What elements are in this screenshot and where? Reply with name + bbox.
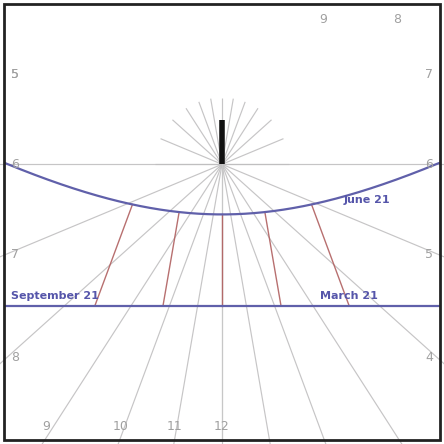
Text: 9: 9 xyxy=(43,420,51,433)
Text: 6: 6 xyxy=(11,158,19,171)
Text: 7: 7 xyxy=(425,68,433,81)
Text: 12: 12 xyxy=(214,420,230,433)
Text: 8: 8 xyxy=(11,351,19,364)
Text: 7: 7 xyxy=(11,248,19,261)
Text: 8: 8 xyxy=(393,13,401,26)
Text: 11: 11 xyxy=(167,420,183,433)
Text: 10: 10 xyxy=(113,420,129,433)
Text: March 21: March 21 xyxy=(320,291,377,301)
Text: 9: 9 xyxy=(319,13,327,26)
Text: June 21: June 21 xyxy=(344,195,391,205)
Text: 5: 5 xyxy=(11,68,19,81)
Text: 5: 5 xyxy=(11,68,19,81)
Text: 6: 6 xyxy=(425,158,433,171)
Text: 4: 4 xyxy=(425,351,433,364)
Text: September 21: September 21 xyxy=(11,291,99,301)
Text: 5: 5 xyxy=(425,248,433,261)
